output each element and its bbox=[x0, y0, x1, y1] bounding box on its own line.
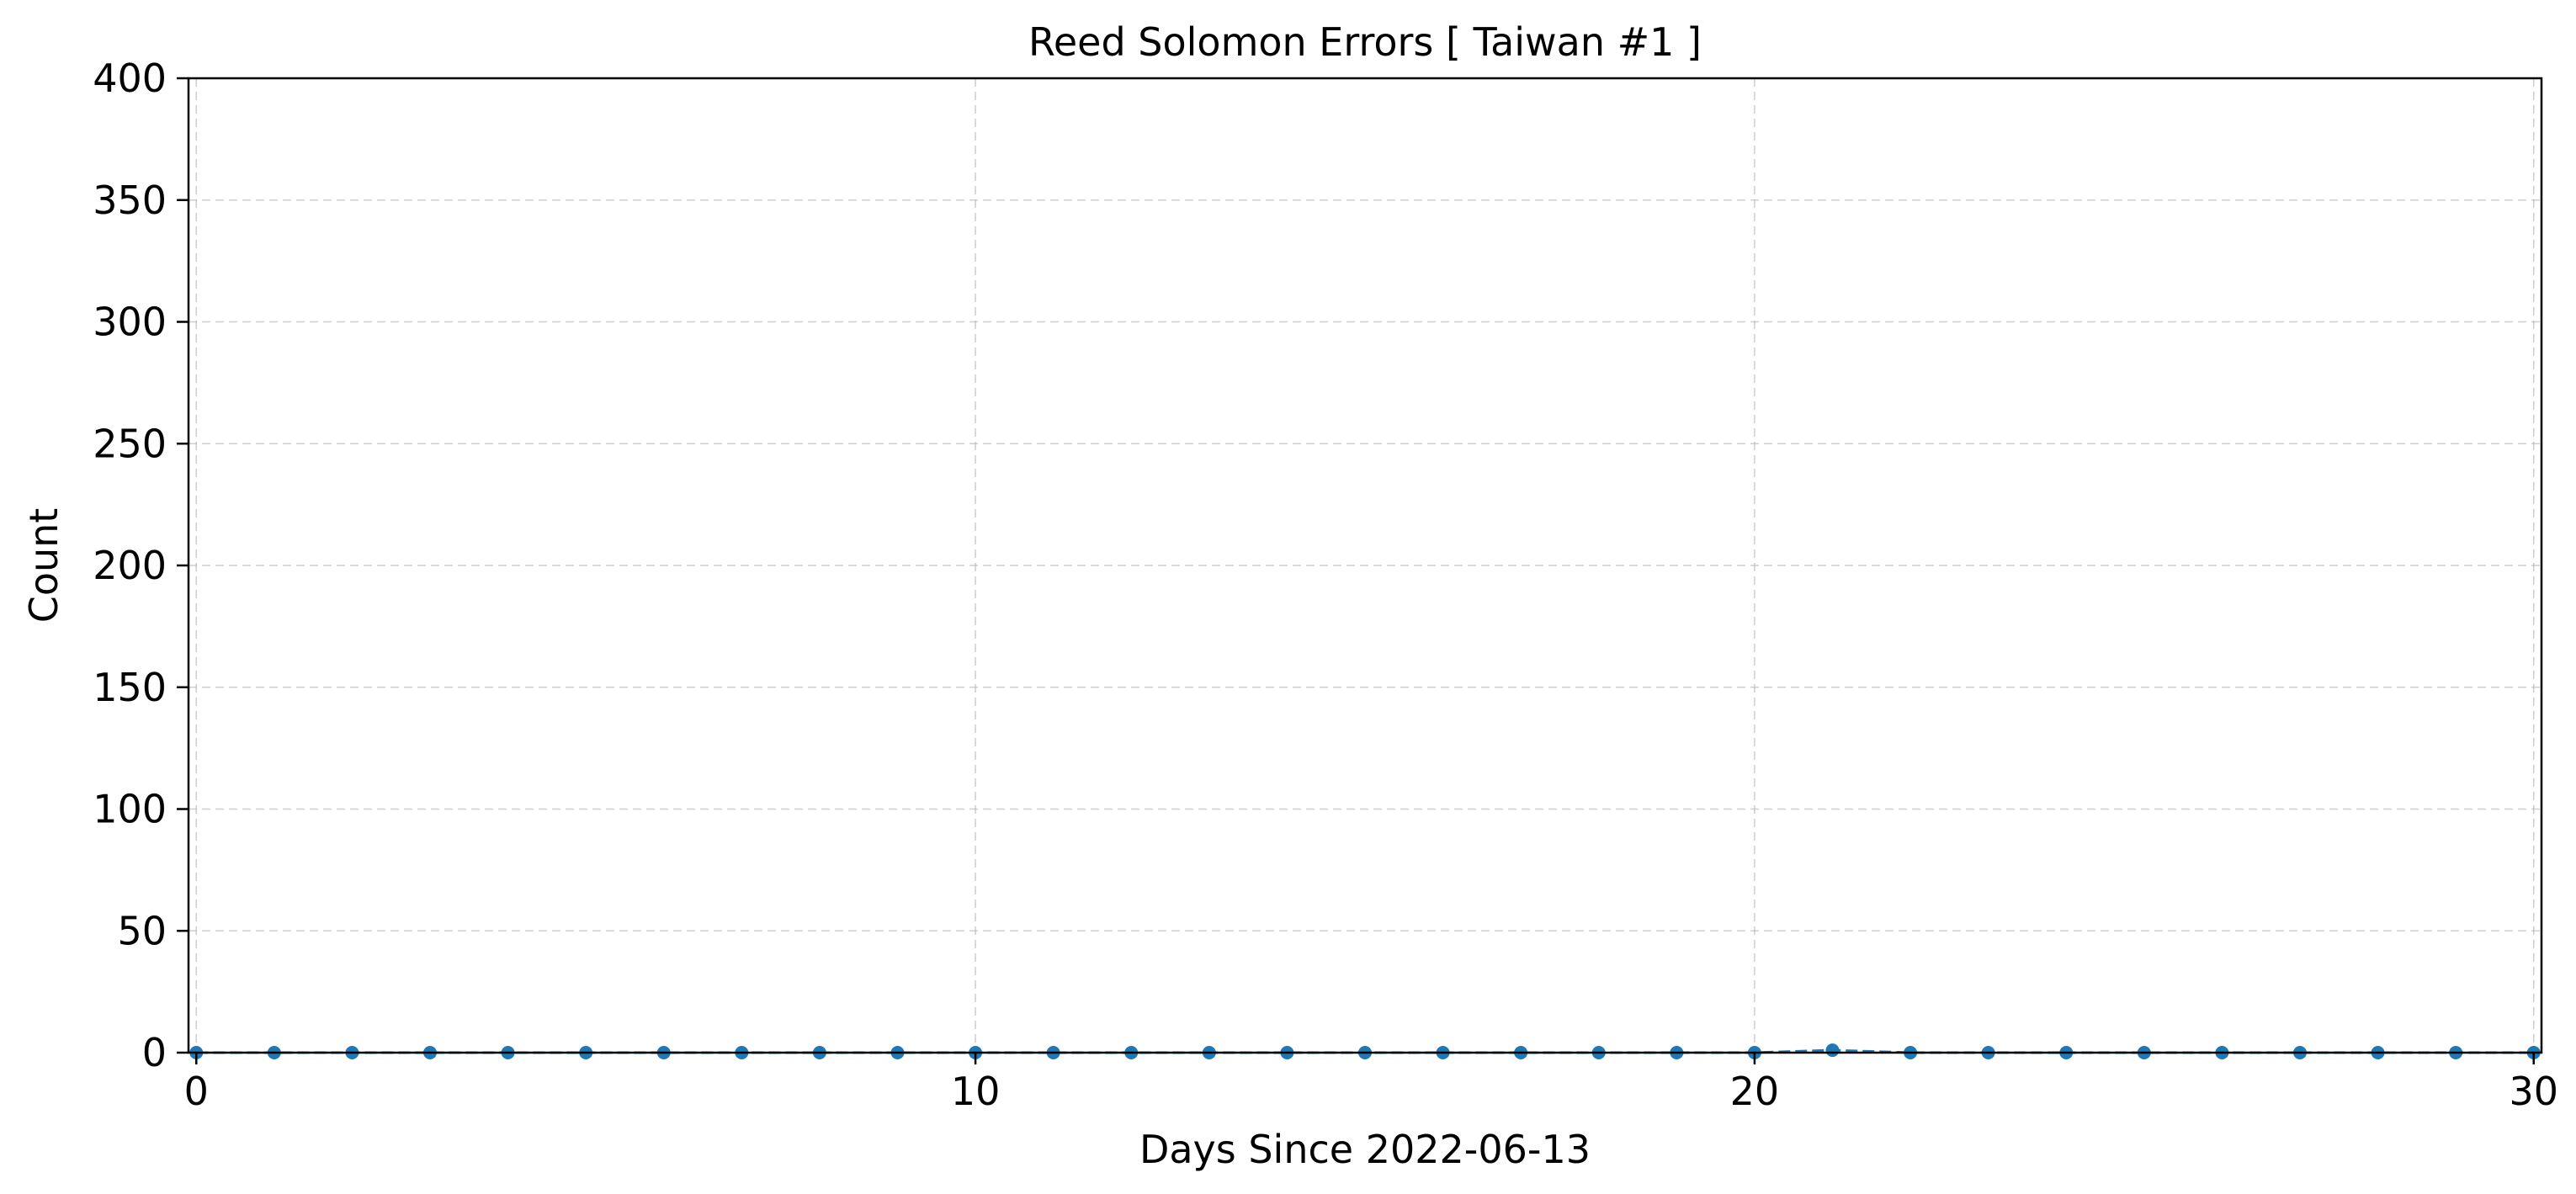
chart-title: Reed Solomon Errors [ Taiwan #1 ] bbox=[1028, 19, 1702, 65]
y-tick-label: 0 bbox=[142, 1030, 167, 1075]
y-tick-label: 250 bbox=[93, 421, 167, 466]
y-axis-label: Count bbox=[21, 508, 66, 624]
y-tick-label: 50 bbox=[117, 908, 167, 953]
x-tick-label: 30 bbox=[2509, 1069, 2558, 1114]
axis-ticks: 0 50 100 150 200 250 300 350 400 0 10 20 30 bbox=[93, 56, 2558, 1114]
y-tick-label: 100 bbox=[93, 787, 167, 832]
y-tick-label: 400 bbox=[93, 56, 167, 101]
x-tick-label: 10 bbox=[951, 1069, 1001, 1114]
y-tick-label: 350 bbox=[93, 178, 167, 223]
y-tick-label: 200 bbox=[93, 543, 167, 588]
grid bbox=[189, 77, 2541, 1053]
y-tick-label: 300 bbox=[93, 300, 167, 345]
x-tick-label: 0 bbox=[184, 1069, 209, 1114]
y-tick-label: 150 bbox=[93, 665, 167, 710]
x-axis-label: Days Since 2022-06-13 bbox=[1139, 1127, 1591, 1172]
series-layer bbox=[189, 1043, 2541, 1059]
data-point bbox=[1825, 1043, 1840, 1058]
x-tick-label: 20 bbox=[1730, 1069, 1780, 1114]
